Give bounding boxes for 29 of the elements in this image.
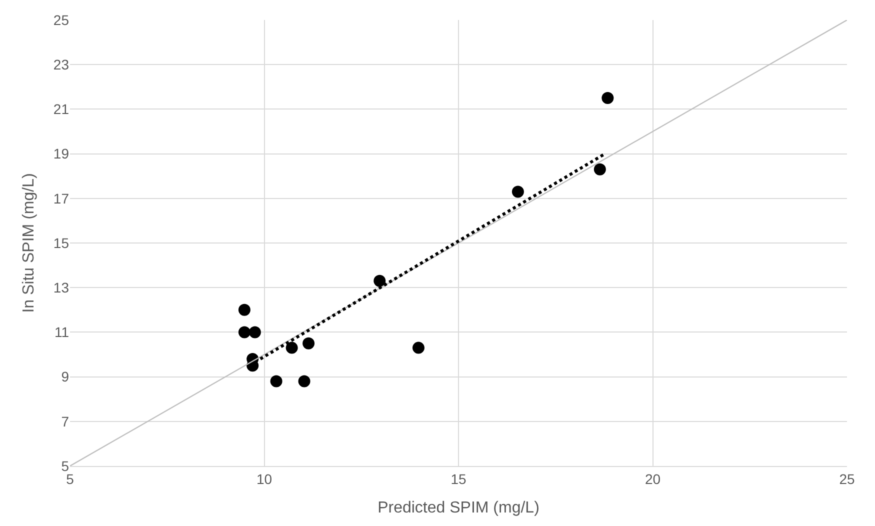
point bbox=[594, 163, 606, 176]
y-tick-label: 11 bbox=[54, 324, 70, 340]
y-tick-label: 13 bbox=[53, 280, 70, 296]
x-tick-label: 25 bbox=[839, 470, 855, 487]
point bbox=[238, 326, 250, 338]
y-tick-label: 23 bbox=[53, 56, 70, 72]
point bbox=[238, 304, 250, 316]
point bbox=[302, 337, 315, 350]
point bbox=[412, 342, 424, 354]
x-axis-title: Predicted SPIM (mg/L) bbox=[378, 500, 540, 516]
y-tick-label: 17 bbox=[53, 190, 70, 206]
y-tick-label: 25 bbox=[53, 12, 70, 28]
y-tick-label: 5 bbox=[61, 458, 70, 474]
x-tick-label: 20 bbox=[644, 470, 661, 487]
y-tick-label: 19 bbox=[53, 146, 70, 162]
point bbox=[298, 375, 310, 388]
x-tick-label: 10 bbox=[256, 470, 272, 487]
y-axis-title: In Situ SPIM (mg/L) bbox=[20, 173, 38, 313]
y-tick-label: 7 bbox=[61, 413, 70, 430]
point bbox=[286, 342, 298, 354]
point bbox=[248, 326, 261, 338]
y-tick-label: 21 bbox=[53, 101, 70, 118]
y-tick-label: 9 bbox=[61, 368, 70, 385]
point bbox=[602, 92, 614, 104]
y-tick-label: 15 bbox=[53, 234, 70, 251]
x-tick-label: 15 bbox=[450, 470, 466, 487]
point bbox=[374, 274, 386, 287]
point bbox=[512, 186, 524, 198]
point bbox=[270, 375, 282, 388]
